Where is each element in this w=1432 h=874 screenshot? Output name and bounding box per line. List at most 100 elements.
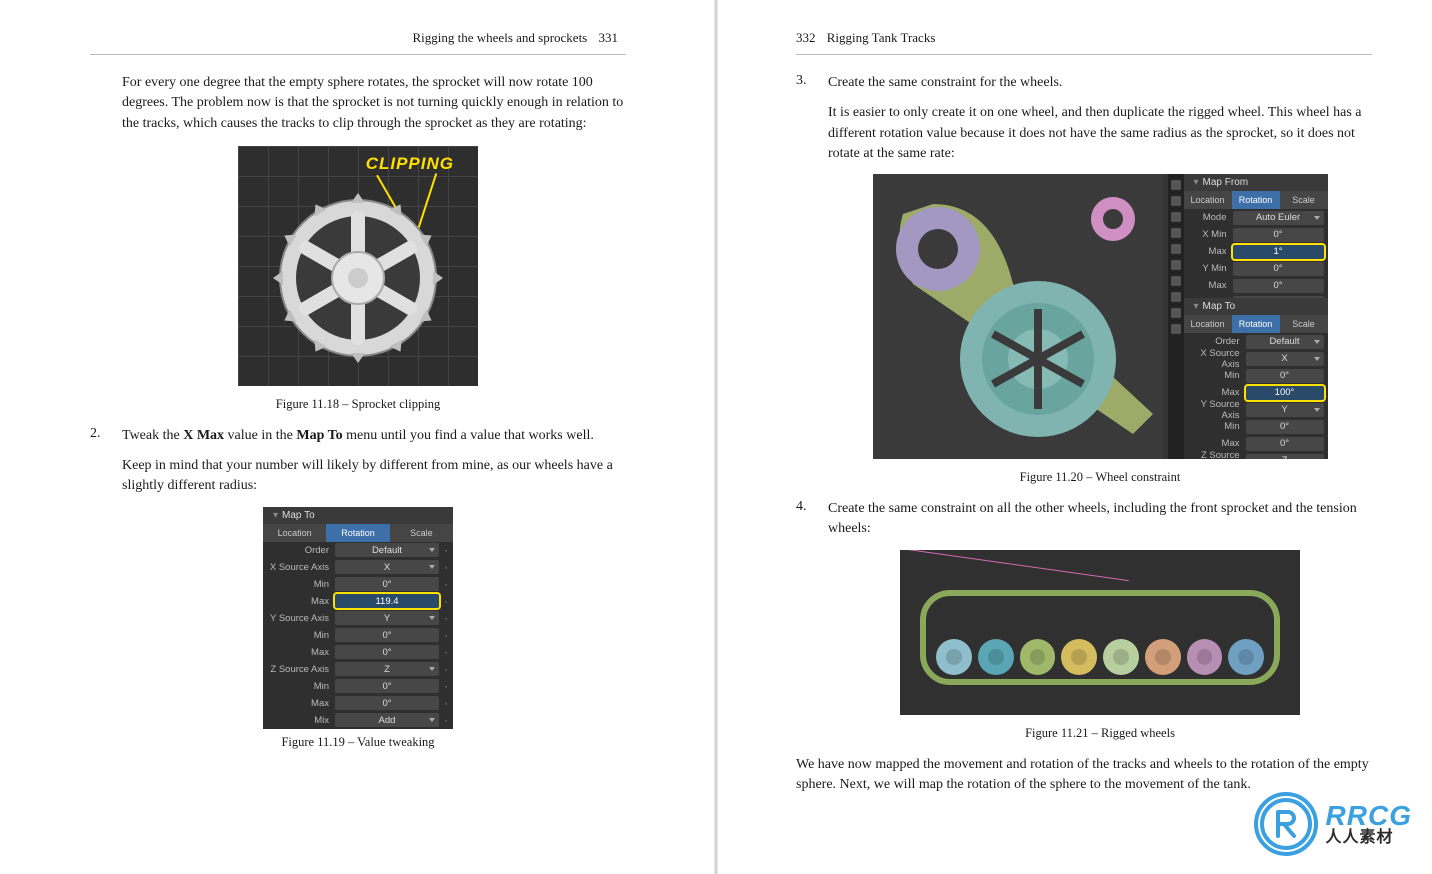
z-source-dropdown[interactable]: Z: [335, 662, 439, 676]
properties-sidepanel: ▾ Map From Location Rotation Scale ModeAu…: [1168, 174, 1328, 459]
y-source-label: Y Source Axis: [1188, 399, 1246, 421]
tool-icon[interactable]: [1171, 308, 1181, 318]
tool-icon[interactable]: [1171, 212, 1181, 222]
tab-location[interactable]: Location: [1184, 191, 1232, 209]
x-min-field[interactable]: 0°: [335, 577, 439, 591]
tab-scale[interactable]: Scale: [390, 524, 453, 542]
wheel: [1187, 639, 1223, 675]
min-label: Min: [267, 579, 335, 590]
wheel-row: [936, 619, 1264, 675]
step-number: 2.: [90, 426, 101, 442]
y-source-label: Y Source Axis: [267, 613, 335, 624]
z-source-dropdown[interactable]: Z: [1246, 454, 1324, 460]
tool-icon[interactable]: [1171, 244, 1181, 254]
panel-title-text: Map From: [1203, 177, 1249, 188]
step-3-sub: It is easier to only create it on one wh…: [828, 103, 1372, 164]
min-label: Min: [1188, 421, 1246, 432]
min-label: Min: [267, 681, 335, 692]
panel-title[interactable]: ▾Map To: [1184, 298, 1328, 315]
x-source-dropdown[interactable]: X: [1246, 352, 1324, 366]
tab-scale[interactable]: Scale: [1280, 315, 1328, 333]
y-max-field[interactable]: 0°: [335, 645, 439, 659]
chevron-down-icon: ▾: [1194, 177, 1199, 188]
z-source-label: Z Source Axis: [1188, 450, 1246, 460]
tab-rotation[interactable]: Rotation: [1232, 191, 1280, 209]
para-intro: For every one degree that the empty sphe…: [90, 73, 626, 134]
step-4: 4. Create the same constraint on all the…: [796, 499, 1372, 540]
x-max-field[interactable]: 100°: [1246, 386, 1324, 400]
tool-icon[interactable]: [1171, 180, 1181, 190]
head-section: Rigging Tank Tracks: [827, 30, 936, 45]
watermark-top: RRCG: [1326, 802, 1412, 830]
tool-icon[interactable]: [1171, 292, 1181, 302]
mix-label: Mix: [267, 715, 335, 726]
panel-title[interactable]: ▾ Map To: [263, 507, 453, 524]
max-label: Max: [267, 596, 335, 607]
x-source-dropdown[interactable]: X: [335, 560, 439, 574]
xmax-field[interactable]: 1°: [1233, 245, 1324, 259]
watermark-logo-icon: [1254, 792, 1318, 856]
page-left: Rigging the wheels and sprockets 331 For…: [0, 0, 716, 874]
xmax-label: Max: [1188, 246, 1233, 257]
max-label: Max: [1188, 387, 1246, 398]
z-min-field[interactable]: 0°: [335, 679, 439, 693]
z-max-field[interactable]: 0°: [335, 696, 439, 710]
y-source-dropdown[interactable]: Y: [1246, 403, 1324, 417]
step-2-text: Tweak the X Max value in the Map To menu…: [122, 426, 626, 446]
track-assembly: [920, 590, 1280, 685]
figure-11-19-caption: Figure 11.19 – Value tweaking: [90, 735, 626, 750]
tool-icon[interactable]: [1171, 260, 1181, 270]
tab-rotation[interactable]: Rotation: [326, 524, 389, 542]
tab-scale[interactable]: Scale: [1280, 191, 1328, 209]
tool-icon[interactable]: [1171, 196, 1181, 206]
tab-location[interactable]: Location: [263, 524, 326, 542]
y-min-field[interactable]: 0°: [1246, 420, 1324, 434]
ymin-field[interactable]: 0°: [1233, 262, 1324, 276]
tab-rotation[interactable]: Rotation: [1232, 315, 1280, 333]
panel-title-text: Map To: [282, 510, 315, 521]
clipping-overlay-label: CLIPPING: [366, 154, 454, 174]
tool-icon[interactable]: [1171, 324, 1181, 334]
tab-location[interactable]: Location: [1184, 315, 1232, 333]
viewport-3d[interactable]: [873, 174, 1163, 459]
order-dropdown[interactable]: Default: [335, 543, 439, 557]
order-dropdown[interactable]: Default: [1246, 335, 1324, 349]
map-to-panel: ▾Map To Location Rotation Scale OrderDef…: [1184, 298, 1328, 459]
step-number: 4.: [796, 499, 807, 515]
xmin-field[interactable]: 0°: [1233, 228, 1324, 242]
panel-title[interactable]: ▾ Map From: [1184, 174, 1328, 191]
x-max-field[interactable]: 119.4: [335, 594, 439, 608]
tool-icon[interactable]: [1171, 276, 1181, 286]
max-label: Max: [267, 698, 335, 709]
figure-11-21: Figure 11.21 – Rigged wheels: [828, 550, 1372, 741]
y-source-dropdown[interactable]: Y: [335, 611, 439, 625]
step-number: 3.: [796, 73, 807, 89]
step-3-text: Create the same constraint for the wheel…: [828, 73, 1372, 93]
chevron-down-icon: ▾: [1194, 301, 1199, 312]
x-source-label: X Source Axis: [267, 562, 335, 573]
tool-icon[interactable]: [1171, 228, 1181, 238]
figure-11-19: ▾Map To Location Rotation Scale OrderDef…: [90, 507, 626, 750]
wheel: [1145, 639, 1181, 675]
y-min-field[interactable]: 0°: [335, 628, 439, 642]
figure-11-20-caption: Figure 11.20 – Wheel constraint: [828, 470, 1372, 485]
y-max-field[interactable]: 0°: [1246, 437, 1324, 451]
wheel: [978, 639, 1014, 675]
max-label: Max: [1188, 438, 1246, 449]
chevron-down-icon: ▾: [273, 510, 278, 521]
x-min-field[interactable]: 0°: [1246, 369, 1324, 383]
wheel: [1061, 639, 1097, 675]
viewport-illustration: [873, 174, 1163, 459]
ymax-field[interactable]: 0°: [1233, 279, 1324, 293]
page-number: 332: [796, 30, 816, 45]
wheel: [1228, 639, 1264, 675]
min-label: Min: [267, 630, 335, 641]
running-head-right: 332 Rigging Tank Tracks: [796, 30, 1372, 55]
sprocket-illustration: [273, 193, 443, 363]
figure-11-21-caption: Figure 11.21 – Rigged wheels: [828, 726, 1372, 741]
mix-dropdown[interactable]: Add: [335, 713, 439, 727]
mode-label: Mode: [1188, 212, 1233, 223]
figure-11-21-image: [900, 550, 1300, 715]
mode-dropdown[interactable]: Auto Euler: [1233, 211, 1324, 225]
wheel: [936, 639, 972, 675]
